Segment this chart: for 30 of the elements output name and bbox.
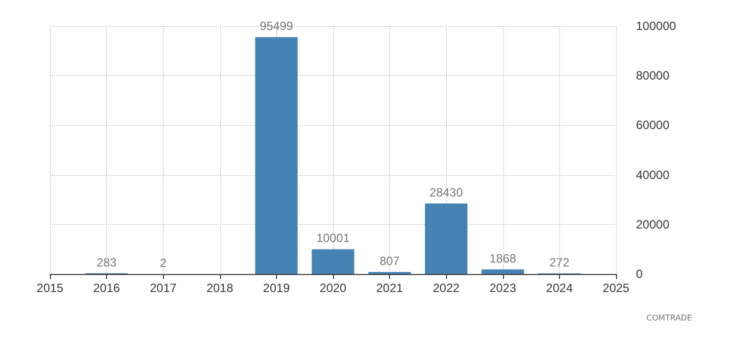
bar — [482, 269, 524, 274]
y-tick-label: 80000 — [636, 68, 670, 83]
y-tick-label: 40000 — [636, 168, 670, 182]
x-tick-label: 2024 — [546, 281, 574, 295]
y-tick-label: 20000 — [636, 217, 670, 232]
bar — [312, 249, 354, 274]
y-tick-label: 60000 — [636, 118, 670, 132]
x-tick-label: 2018 — [206, 281, 234, 295]
data-label: 95499 — [260, 19, 294, 34]
x-tick-label: 2019 — [263, 281, 290, 295]
y-tick-label: 0 — [636, 267, 643, 281]
text: COMTRADE — [646, 314, 692, 322]
x-tick-label: 2015 — [36, 281, 64, 295]
x-tick-label: 2020 — [320, 281, 347, 295]
bar — [255, 37, 298, 274]
data-label: 1868 — [489, 251, 516, 266]
data-label: 28430 — [430, 185, 464, 200]
x-tick-label: 2025 — [602, 281, 630, 295]
data-label: 10001 — [316, 231, 350, 246]
data-label: 283 — [96, 255, 117, 270]
data-label: 272 — [549, 255, 570, 270]
data-label: 2 — [160, 256, 167, 270]
y-tick-label: 100000 — [636, 19, 676, 33]
x-tick-label: 2017 — [150, 281, 177, 295]
data-label: 807 — [380, 254, 400, 268]
x-tick-label: 2021 — [376, 281, 404, 295]
bar — [424, 203, 468, 274]
x-tick-label: 2023 — [489, 281, 516, 295]
x-tick-label: 2022 — [432, 281, 460, 295]
x-tick-label: 2016 — [93, 281, 120, 295]
